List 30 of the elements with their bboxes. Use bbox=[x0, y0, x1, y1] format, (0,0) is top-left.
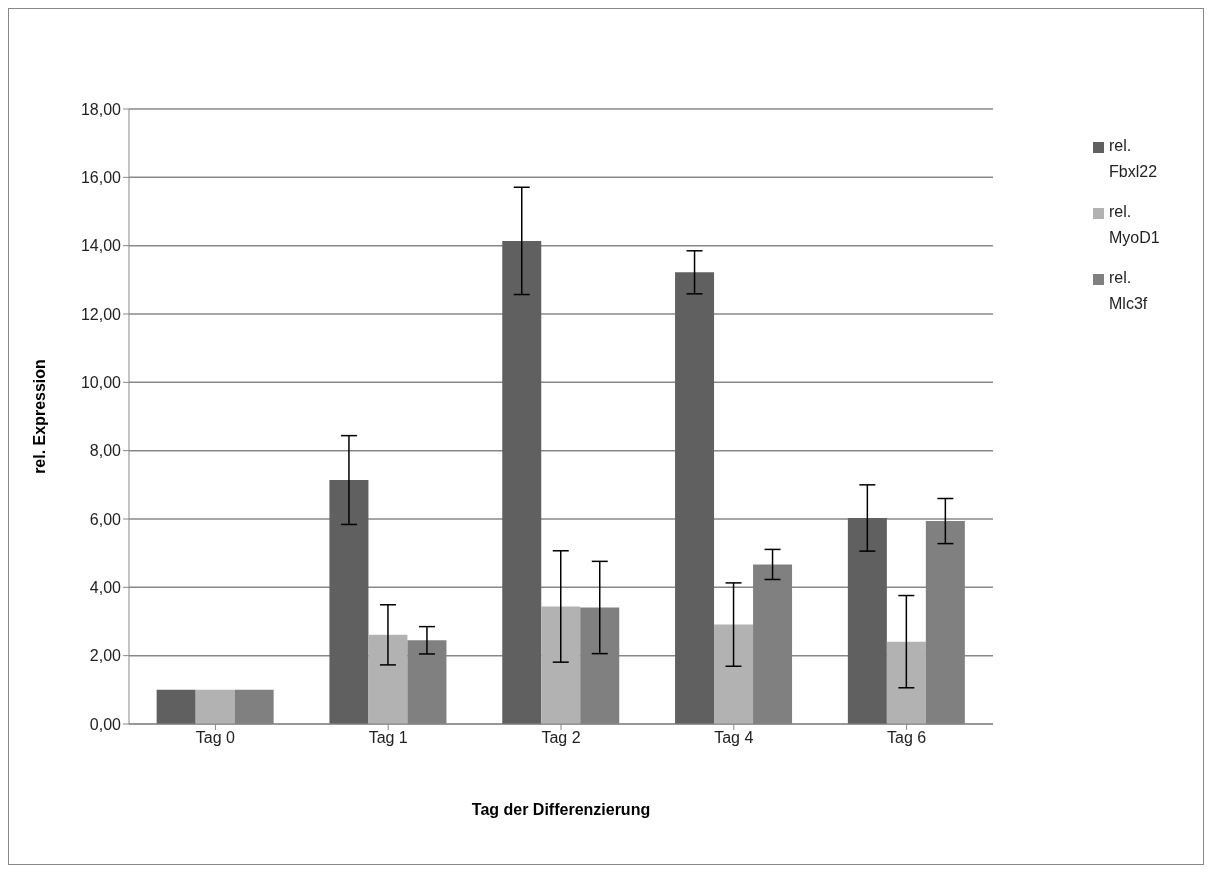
y-tick-label: 8,00 bbox=[89, 442, 122, 460]
bar bbox=[502, 240, 542, 724]
bar bbox=[368, 634, 408, 724]
y-tick-label: 12,00 bbox=[80, 305, 122, 323]
bar bbox=[329, 480, 369, 724]
x-tick-label: Tag 6 bbox=[887, 729, 927, 747]
y-tick-label: 10,00 bbox=[80, 374, 122, 392]
bar bbox=[541, 606, 581, 724]
y-tick-label: 14,00 bbox=[80, 237, 122, 255]
legend-label: rel. Fbxl22 bbox=[1109, 136, 1159, 182]
x-axis-title: Tag der Differenzierung bbox=[471, 801, 651, 819]
y-tick-label: 0,00 bbox=[89, 715, 122, 733]
y-tick-label: 4,00 bbox=[89, 579, 122, 597]
x-tick-label: Tag 4 bbox=[714, 729, 754, 747]
y-tick-label: 18,00 bbox=[80, 100, 122, 118]
bar bbox=[675, 272, 715, 724]
bar bbox=[195, 689, 235, 724]
bar bbox=[156, 689, 196, 724]
legend-label: rel. Mlc3f bbox=[1109, 268, 1149, 314]
bar bbox=[714, 624, 754, 724]
y-tick-label: 2,00 bbox=[89, 647, 122, 665]
y-axis-title: rel. Expression bbox=[30, 359, 48, 474]
bar bbox=[847, 517, 887, 724]
x-tick-label: Tag 2 bbox=[541, 729, 581, 747]
legend-label: rel. MyoD1 bbox=[1109, 202, 1161, 248]
bar bbox=[886, 641, 926, 724]
y-tick-label: 6,00 bbox=[89, 510, 122, 528]
y-tick-label: 16,00 bbox=[80, 169, 122, 187]
x-tick-label: Tag 1 bbox=[368, 729, 408, 747]
x-tick-label: Tag 0 bbox=[195, 729, 236, 747]
